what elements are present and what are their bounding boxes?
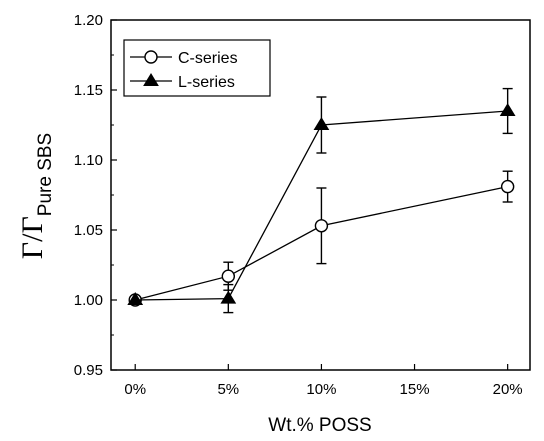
- x-tick-label: 15%: [400, 381, 430, 398]
- data-point: [221, 269, 236, 283]
- x-axis-title: Wt.% POSS: [268, 415, 371, 436]
- y-tick-label: 1.15: [74, 82, 103, 99]
- series-line: [135, 185, 508, 301]
- x-axis-ticks: 0% 5% 10% 15% 20%: [124, 364, 523, 398]
- series-c-series: [128, 170, 515, 307]
- y-axis-title-main: Γ/Γ: [16, 216, 49, 259]
- data-point: [313, 117, 330, 131]
- x-tick-label: 20%: [493, 381, 523, 398]
- y-axis-title-subscript: Pure SBS: [35, 133, 56, 216]
- x-tick-label: 10%: [306, 381, 336, 398]
- data-point: [500, 179, 515, 194]
- legend-label: L-series: [178, 74, 235, 91]
- y-tick-label: 1.00: [74, 292, 103, 309]
- y-axis-ticks: 0.95 1.00 1.05 1.10 1.15 1.20: [74, 12, 117, 379]
- y-tick-label: 1.10: [74, 152, 103, 169]
- legend: C-series L-series: [123, 39, 271, 97]
- y-tick-label: 0.95: [74, 362, 103, 379]
- y-axis-title: Γ/ΓPure SBS: [16, 133, 56, 259]
- data-point: [127, 292, 144, 306]
- legend-marker: [144, 50, 158, 64]
- legend-label: C-series: [178, 50, 238, 67]
- legend-box: [123, 39, 271, 97]
- data-point: [499, 103, 516, 117]
- x-tick-label: 5%: [217, 381, 239, 398]
- legend-marker: [143, 73, 159, 87]
- x-tick-label: 0%: [124, 381, 146, 398]
- data-point: [220, 290, 237, 304]
- y-tick-label: 1.20: [74, 12, 103, 29]
- series-layer: [127, 87, 516, 314]
- data-point: [314, 219, 329, 233]
- series-line: [135, 110, 508, 301]
- y-tick-label: 1.05: [74, 222, 103, 239]
- series-l-series: [127, 87, 516, 314]
